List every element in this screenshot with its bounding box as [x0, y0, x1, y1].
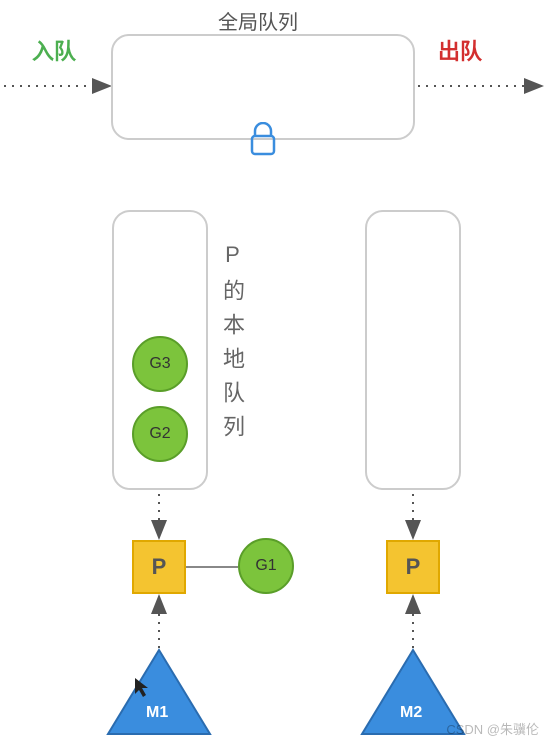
diagram-canvas: { "canvas": { "width": 547, "height": 74… [0, 0, 547, 744]
lock-icon [248, 122, 278, 156]
m2-label: M2 [400, 704, 422, 722]
g1-node: G1 [238, 538, 294, 594]
g1-label: G1 [255, 557, 276, 575]
p-left: P [132, 540, 186, 594]
g3-label: G3 [149, 355, 170, 373]
global-queue-title: 全局队列 [218, 6, 298, 35]
p-right-label: P [406, 554, 421, 580]
m1-label: M1 [146, 704, 168, 722]
dequeue-label: 出队 [438, 34, 482, 66]
watermark-text: CSDN @朱骥伦 [446, 719, 539, 738]
g2-label: G2 [149, 425, 170, 443]
cursor-icon [135, 678, 148, 697]
enqueue-label: 入队 [32, 34, 76, 66]
g2-node: G2 [132, 406, 188, 462]
p-left-label: P [152, 554, 167, 580]
local-queue-vertical-label: P的本地队列 [216, 242, 248, 449]
local-queue-right [365, 210, 461, 490]
g3-node: G3 [132, 336, 188, 392]
p-right: P [386, 540, 440, 594]
